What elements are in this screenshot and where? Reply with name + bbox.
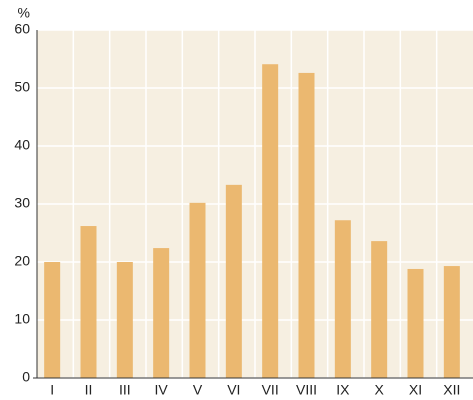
y-axis-label: %	[18, 5, 30, 21]
y-tick-label: 30	[14, 195, 30, 211]
bar	[334, 220, 351, 378]
x-tick-label: VI	[227, 382, 240, 398]
x-tick-label: II	[85, 382, 93, 398]
bar	[153, 248, 170, 378]
x-tick-label: XII	[443, 382, 460, 398]
bar	[80, 226, 97, 378]
x-tick-label: VIII	[296, 382, 317, 398]
x-tick-label: VII	[262, 382, 279, 398]
bar	[262, 64, 279, 378]
bar	[116, 262, 133, 378]
x-tick-label: IX	[336, 382, 350, 398]
y-tick-label: 20	[14, 253, 30, 269]
x-tick-label: IV	[155, 382, 169, 398]
bar	[225, 184, 242, 378]
y-tick-label: 0	[22, 369, 30, 385]
y-tick-label: 50	[14, 79, 30, 95]
bar	[44, 262, 61, 378]
bar	[443, 266, 460, 378]
bar	[298, 72, 315, 379]
y-tick-label: 10	[14, 311, 30, 327]
bar	[407, 268, 424, 378]
x-tick-label: III	[119, 382, 131, 398]
y-tick-label: 40	[14, 137, 30, 153]
x-tick-label: XI	[409, 382, 422, 398]
x-tick-label: V	[193, 382, 203, 398]
bar	[371, 241, 388, 378]
y-tick-label: 60	[14, 21, 30, 37]
x-tick-label: X	[374, 382, 384, 398]
x-tick-label: I	[50, 382, 54, 398]
bar	[189, 202, 206, 378]
